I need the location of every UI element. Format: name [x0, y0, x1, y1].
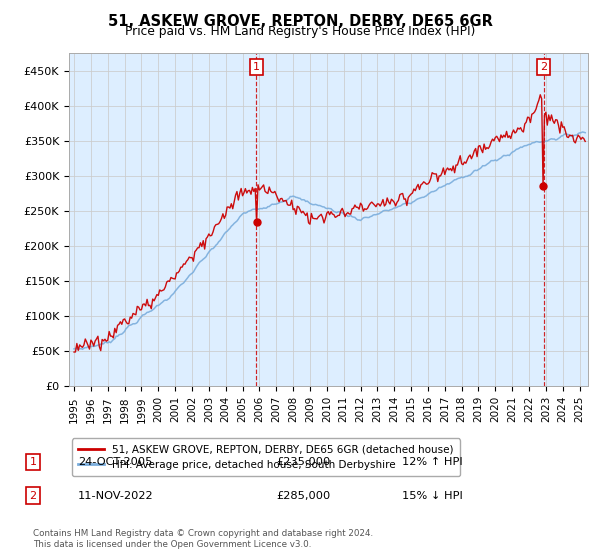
- Text: 11-NOV-2022: 11-NOV-2022: [78, 491, 154, 501]
- Text: Price paid vs. HM Land Registry's House Price Index (HPI): Price paid vs. HM Land Registry's House …: [125, 25, 475, 38]
- Legend: 51, ASKEW GROVE, REPTON, DERBY, DE65 6GR (detached house), HPI: Average price, d: 51, ASKEW GROVE, REPTON, DERBY, DE65 6GR…: [71, 438, 460, 476]
- Text: 51, ASKEW GROVE, REPTON, DERBY, DE65 6GR: 51, ASKEW GROVE, REPTON, DERBY, DE65 6GR: [107, 14, 493, 29]
- Text: 12% ↑ HPI: 12% ↑ HPI: [402, 457, 463, 467]
- Text: 2: 2: [540, 62, 547, 72]
- Text: 2: 2: [29, 491, 37, 501]
- Text: Contains HM Land Registry data © Crown copyright and database right 2024.
This d: Contains HM Land Registry data © Crown c…: [33, 529, 373, 549]
- Text: 24-OCT-2005: 24-OCT-2005: [78, 457, 152, 467]
- Text: £285,000: £285,000: [276, 491, 330, 501]
- Text: 1: 1: [253, 62, 260, 72]
- Text: 15% ↓ HPI: 15% ↓ HPI: [402, 491, 463, 501]
- Text: 1: 1: [29, 457, 37, 467]
- Text: £235,000: £235,000: [276, 457, 330, 467]
